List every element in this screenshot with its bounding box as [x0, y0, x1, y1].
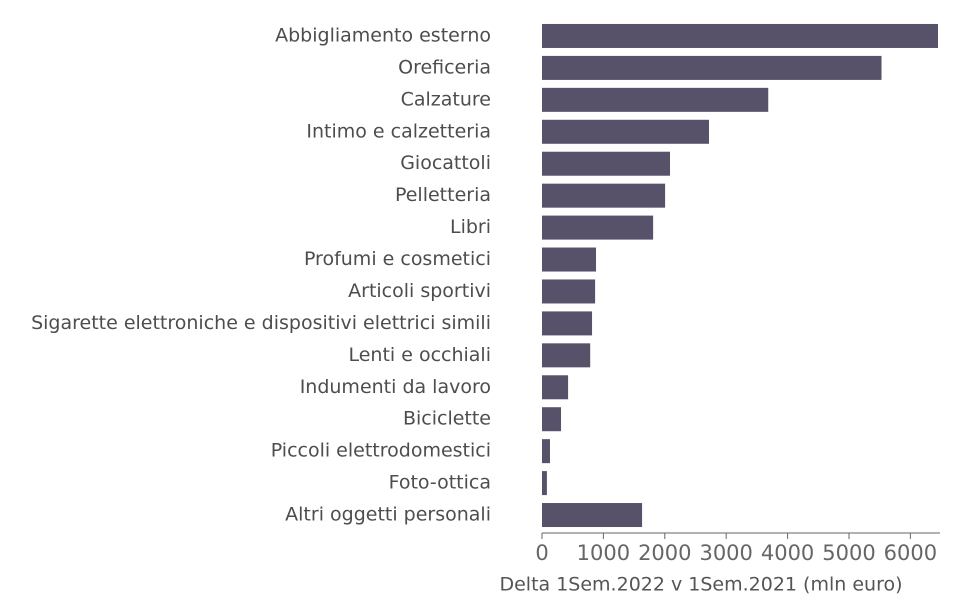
y-tick-label: Oreficeria	[398, 56, 491, 78]
y-tick-label: Altri oggetti personali	[285, 504, 491, 526]
y-tick-label: Piccoli elettrodomestici	[271, 440, 491, 462]
x-tick-label: 0	[535, 541, 548, 565]
bar	[542, 119, 709, 144]
y-tick-label: Calzature	[401, 88, 491, 110]
x-tick-label: 3000	[699, 541, 752, 565]
x-tick-label: 4000	[761, 541, 814, 565]
y-tick-label: Sigarette elettroniche e dispositivi ele…	[31, 312, 491, 334]
bar	[542, 87, 769, 112]
x-axis-title: Delta 1Sem.2022 v 1Sem.2021 (mln euro)	[499, 574, 902, 596]
x-tick-label: 5000	[822, 541, 875, 565]
bar	[542, 471, 547, 496]
bar	[542, 151, 671, 176]
bar	[542, 439, 550, 464]
y-tick-label: Lenti e occhiali	[348, 344, 491, 366]
bar	[542, 183, 666, 208]
y-tick-label: Indumenti da lavoro	[300, 376, 491, 398]
bar	[542, 247, 597, 272]
x-tick-label: 6000	[884, 541, 937, 565]
y-tick-label: Profumi e cosmetici	[304, 248, 491, 270]
y-tick-label: Articoli sportivi	[348, 280, 491, 302]
y-tick-label: Pelletteria	[395, 184, 491, 206]
x-tick-label: 1000	[577, 541, 630, 565]
bar	[542, 375, 569, 400]
bar	[542, 279, 596, 304]
bar	[542, 343, 591, 368]
bar	[542, 215, 654, 240]
bar	[542, 23, 938, 48]
y-tick-label: Intimo e calzetteria	[306, 120, 491, 142]
y-tick-label: Abbigliamento esterno	[275, 24, 491, 46]
y-tick-label: Libri	[450, 216, 491, 238]
bar	[542, 407, 562, 432]
y-tick-label: Foto-ottica	[389, 472, 491, 494]
bar	[542, 55, 882, 80]
bar	[542, 311, 593, 336]
y-tick-label: Biciclette	[403, 408, 491, 430]
bar	[542, 503, 643, 528]
x-tick-label: 2000	[638, 541, 691, 565]
y-tick-label: Giocattoli	[400, 152, 491, 174]
